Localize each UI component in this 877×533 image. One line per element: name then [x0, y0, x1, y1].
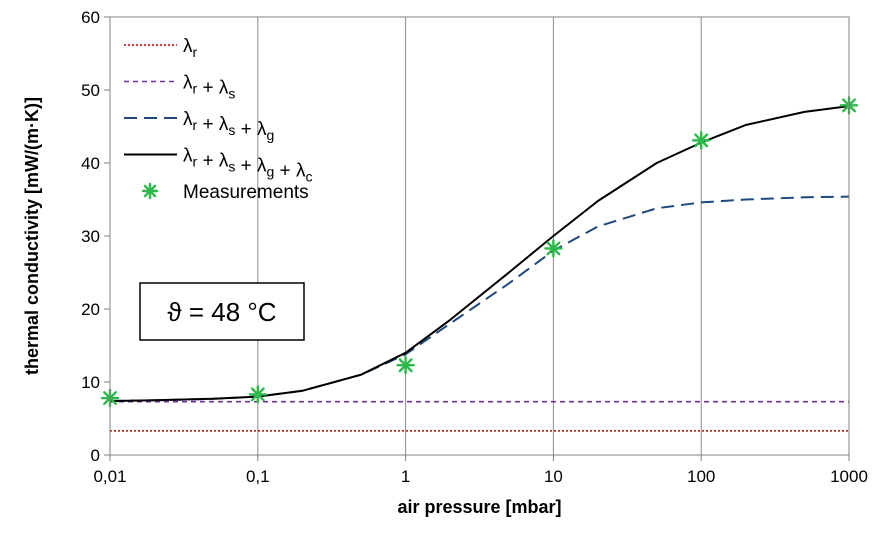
x-tick-label: 1000 — [830, 467, 868, 486]
y-axis-title: thermal conductivity [mW/(m·K)] — [22, 97, 42, 375]
y-axis-ticks: 0 10 20 30 40 50 60 — [81, 8, 110, 465]
x-axis-title: air pressure [mbar] — [397, 497, 561, 517]
x-tick-label: 0,01 — [93, 467, 126, 486]
annotation-box — [139, 282, 305, 341]
legend-item: λr — [124, 36, 198, 60]
gridlines — [257, 17, 702, 455]
series-lines — [109, 105, 850, 432]
legend-label: λr + λs + λg — [183, 109, 274, 143]
y-tick-label: 0 — [91, 446, 100, 465]
x-tick-label: 10 — [544, 467, 563, 486]
legend-item: Measurements — [141, 182, 309, 203]
temperature-annotation: ϑ = 48 °C — [139, 282, 305, 341]
legend-label: Measurements — [183, 182, 309, 203]
y-tick-label: 40 — [81, 154, 100, 173]
measurement-point — [248, 385, 267, 404]
x-tick-label: 0,1 — [246, 467, 270, 486]
x-axis-ticks: 0,01 0,1 1 10 100 1000 — [93, 455, 868, 486]
measurement-point — [396, 356, 415, 375]
legend-item: λr + λs + λg + λc — [124, 146, 312, 185]
legend-label: λr — [183, 36, 198, 60]
measurement-markers — [100, 96, 859, 408]
measurement-point — [692, 131, 711, 150]
y-tick-label: 50 — [81, 81, 100, 100]
x-tick-label: 100 — [687, 467, 715, 486]
legend-label: λr + λs — [183, 73, 235, 102]
x-tick-label: 1 — [401, 467, 410, 486]
legend-label: λr + λs + λg + λc — [183, 146, 312, 185]
y-tick-label: 30 — [81, 227, 100, 246]
measurement-point — [141, 182, 159, 200]
legend-item: λr + λs — [124, 73, 235, 102]
y-tick-label: 60 — [81, 8, 100, 27]
y-tick-label: 20 — [81, 300, 100, 319]
legend-item: λr + λs + λg — [124, 109, 274, 143]
measurement-point — [544, 239, 563, 258]
annotation-text: ϑ = 48 °C — [167, 297, 276, 327]
y-tick-label: 10 — [81, 373, 100, 392]
series-line-3 — [109, 105, 850, 402]
